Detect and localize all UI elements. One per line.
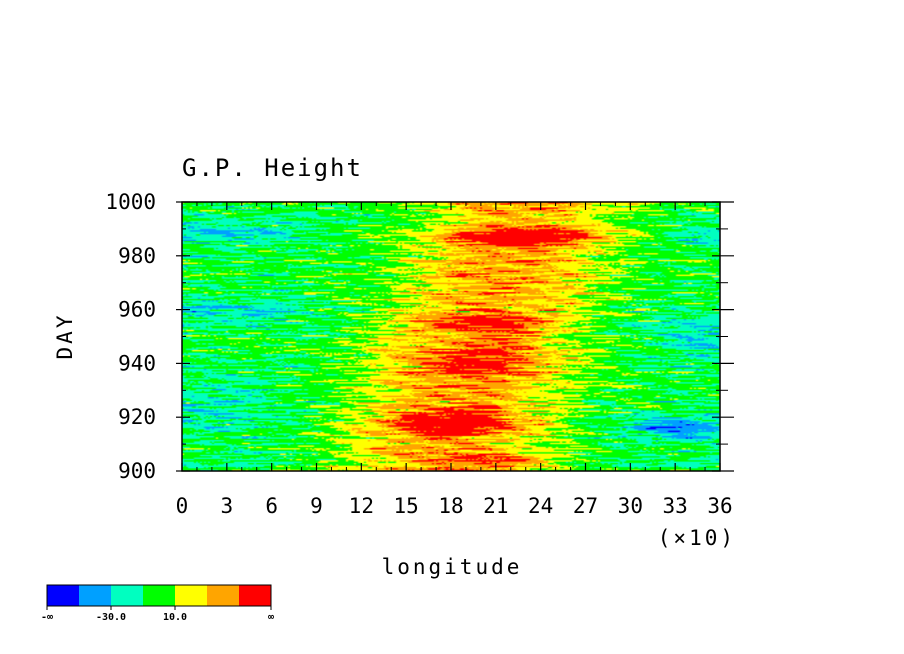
heatmap-field bbox=[182, 202, 720, 471]
x-axis-scale-note: (×10) bbox=[658, 526, 736, 550]
colorbar-label: -∞ bbox=[41, 612, 53, 623]
x-tick-label: 3 bbox=[221, 494, 234, 518]
x-tick-label: 15 bbox=[394, 494, 419, 518]
y-tick-label: 980 bbox=[118, 244, 156, 268]
y-tick-label: 920 bbox=[118, 405, 156, 429]
x-axis-label: longitude bbox=[382, 555, 523, 579]
colorbar-swatch bbox=[143, 585, 175, 606]
x-tick-label: 0 bbox=[176, 494, 189, 518]
colorbar-swatch bbox=[175, 585, 207, 606]
x-tick-label: 6 bbox=[265, 494, 278, 518]
y-tick-label: 900 bbox=[118, 459, 156, 483]
x-tick-label: 30 bbox=[618, 494, 643, 518]
y-tick-label: 1000 bbox=[105, 190, 156, 214]
x-tick-label: 24 bbox=[528, 494, 553, 518]
colorbar-swatch bbox=[239, 585, 271, 606]
x-tick-label: 18 bbox=[438, 494, 463, 518]
colorbar-label: ∞ bbox=[268, 612, 274, 623]
x-tick-label: 33 bbox=[663, 494, 688, 518]
colorbar: -∞ -30.0 10.0 ∞ bbox=[41, 584, 274, 623]
y-tick-label: 960 bbox=[118, 298, 156, 322]
x-tick-label: 27 bbox=[573, 494, 598, 518]
colorbar-label: -30.0 bbox=[96, 612, 126, 623]
x-tick-label: 21 bbox=[483, 494, 508, 518]
x-tick-label: 36 bbox=[707, 494, 732, 518]
colorbar-label: 10.0 bbox=[163, 612, 187, 623]
colorbar-swatch bbox=[79, 585, 111, 606]
x-tick-label: 9 bbox=[310, 494, 323, 518]
colorbar-frame bbox=[46, 584, 272, 607]
colorbar-swatch bbox=[207, 585, 239, 606]
colorbar-swatch bbox=[111, 585, 143, 606]
x-tick-label: 12 bbox=[349, 494, 374, 518]
y-axis-label: DAY bbox=[53, 313, 77, 360]
plot-area bbox=[182, 202, 720, 471]
y-tick-label: 940 bbox=[118, 351, 156, 375]
chart-title: G.P. Height bbox=[182, 154, 363, 182]
colorbar-swatch bbox=[47, 585, 79, 606]
axes: 0 3 6 9 12 15 18 21 24 27 30 33 36900920940960980100… bbox=[105, 190, 734, 518]
